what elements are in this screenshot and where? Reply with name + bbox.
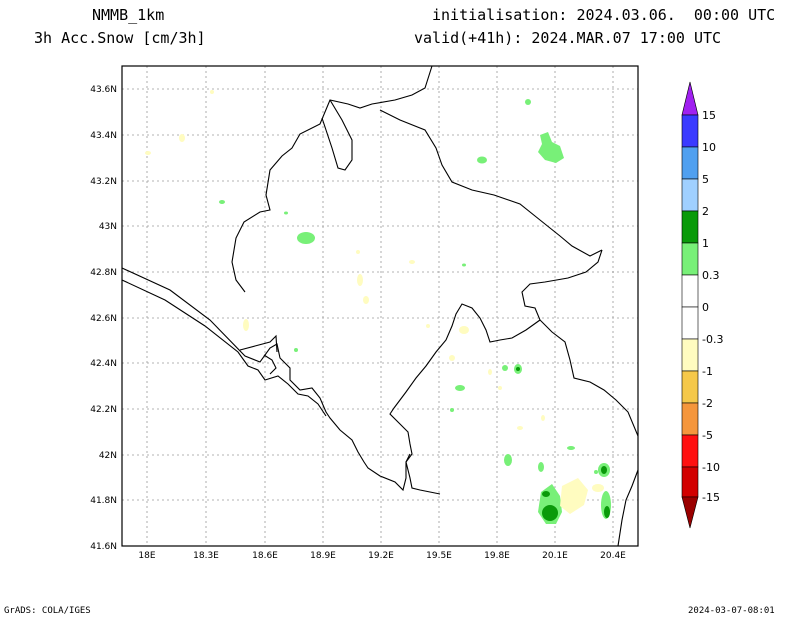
lon-tick: 20.1E <box>542 551 568 561</box>
svg-text:-10: -10 <box>702 461 720 474</box>
svg-text:15: 15 <box>702 109 716 122</box>
lon-tick: 18.3E <box>193 551 219 561</box>
country-borders <box>121 65 639 547</box>
lon-tick: 18E <box>138 551 155 561</box>
lat-tick: 42N <box>99 451 117 461</box>
footer-credit: GrADS: COLA/IGES <box>4 606 91 616</box>
lat-tick: 43.2N <box>90 177 117 187</box>
footer-timestamp: 2024-03-07-08:01 <box>688 606 775 616</box>
svg-text:-0.3: -0.3 <box>702 333 723 346</box>
light-negative-shading <box>145 90 604 514</box>
lat-tick: 42.4N <box>90 359 117 369</box>
lon-tick: 18.9E <box>310 551 336 561</box>
lat-tick: 41.8N <box>90 496 117 506</box>
svg-text:0: 0 <box>702 301 709 314</box>
lon-tick: 19.5E <box>426 551 452 561</box>
svg-text:-2: -2 <box>702 397 713 410</box>
svg-text:5: 5 <box>702 173 709 186</box>
svg-text:-5: -5 <box>702 429 713 442</box>
colorbar-labels: 15 10 5 2 1 0.3 0 -0.3 -1 -2 -5 -10 -15 <box>702 109 723 504</box>
map-frame <box>121 65 639 547</box>
svg-text:-1: -1 <box>702 365 713 378</box>
grid-lines <box>122 66 638 546</box>
model-title: NMMB_1km <box>92 6 165 24</box>
snow-shading <box>219 99 611 524</box>
colorbar <box>681 81 699 529</box>
lon-tick-labels: 18E 18.3E 18.6E 18.9E 19.2E 19.5E 19.8E … <box>138 551 626 561</box>
lon-tick: 18.6E <box>252 551 278 561</box>
lat-tick: 42.6N <box>90 314 117 324</box>
lat-tick: 41.6N <box>90 542 117 552</box>
svg-text:2: 2 <box>702 205 709 218</box>
colorbar-bottom-arrow <box>681 496 699 529</box>
svg-text:-15: -15 <box>702 491 720 504</box>
valid-time: valid(+41h): 2024.MAR.07 17:00 UTC <box>414 29 722 47</box>
svg-text:10: 10 <box>702 141 716 154</box>
lon-tick: 20.4E <box>600 551 626 561</box>
init-time: initialisation: 2024.03.06. 00:00 UTC <box>432 6 776 24</box>
field-title: 3h Acc.Snow [cm/3h] <box>34 29 206 47</box>
lat-tick: 42.2N <box>90 405 117 415</box>
lat-tick: 43.4N <box>90 131 117 141</box>
svg-text:1: 1 <box>702 237 709 250</box>
lon-tick: 19.8E <box>484 551 510 561</box>
svg-text:0.3: 0.3 <box>702 269 720 282</box>
lat-tick: 43N <box>99 222 117 232</box>
lat-tick: 43.6N <box>90 85 117 95</box>
lat-tick: 42.8N <box>90 268 117 278</box>
lon-tick: 19.2E <box>368 551 394 561</box>
lat-tick-labels: 43.6N 43.4N 43.2N 43N 42.8N 42.6N 42.4N … <box>90 85 117 552</box>
colorbar-top-arrow <box>681 81 699 116</box>
